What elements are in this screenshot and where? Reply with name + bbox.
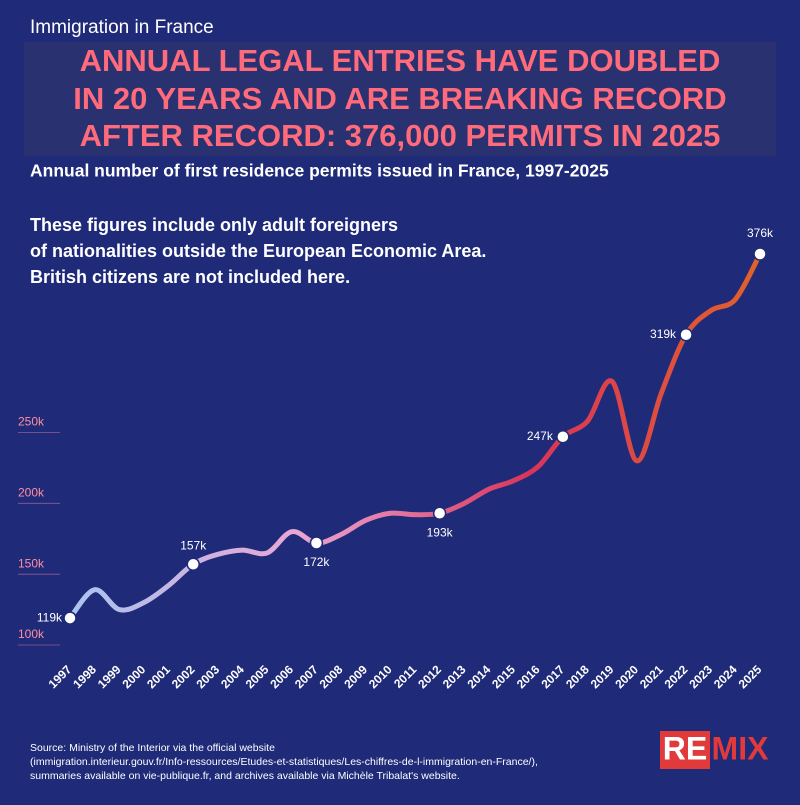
series-line	[67, 251, 763, 621]
y-tick-label: 200k	[18, 486, 45, 500]
value-label: 157k	[180, 538, 207, 552]
headline-band	[24, 42, 776, 156]
note: of nationalities outside the European Ec…	[30, 241, 486, 261]
data-point	[309, 536, 324, 550]
y-tick-label: 250k	[18, 415, 45, 429]
value-label: 172k	[303, 555, 330, 569]
value-label: 193k	[427, 525, 454, 539]
source: summaries available on vie-publique.fr, …	[30, 770, 460, 782]
subtitle: Annual number of first residence permits…	[30, 161, 609, 181]
value-label: 376k	[747, 226, 774, 240]
y-tick-label: 150k	[18, 556, 45, 570]
data-point	[63, 611, 77, 625]
logo-right: MIX	[712, 730, 770, 766]
note: These figures include only adult foreign…	[30, 215, 398, 235]
value-label: 119k	[37, 610, 63, 624]
kicker: Immigration in France	[30, 17, 214, 38]
headline: IN 20 YEARS AND ARE BREAKING RECORD	[73, 81, 726, 116]
y-tick-label: 100k	[18, 627, 45, 641]
data-point	[753, 247, 767, 261]
value-label: 319k	[650, 327, 677, 341]
source: Source: Ministry of the Interior via the…	[30, 742, 275, 754]
data-point	[679, 328, 693, 342]
headline: ANNUAL LEGAL ENTRIES HAVE DOUBLED	[80, 43, 721, 78]
note: British citizens are not included here.	[30, 267, 350, 287]
headline: AFTER RECORD: 376,000 PERMITS IN 2025	[80, 118, 721, 153]
data-point	[186, 557, 200, 571]
logo-box	[660, 731, 710, 769]
value-label: 247k	[527, 429, 554, 443]
logo-left: RE	[663, 730, 707, 766]
data-point	[432, 506, 447, 520]
data-point	[556, 430, 570, 444]
source: (immigration.interieur.gouv.fr/Info-ress…	[30, 756, 538, 768]
